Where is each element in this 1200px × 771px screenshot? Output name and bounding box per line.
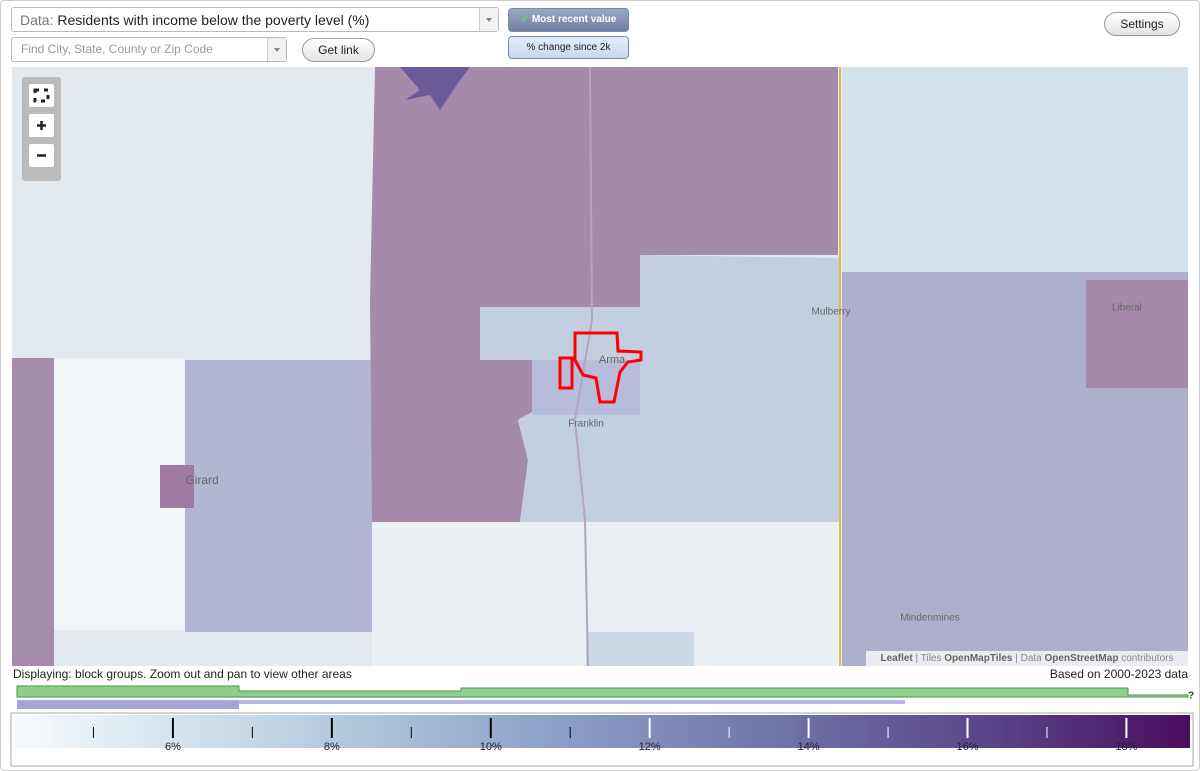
tick-label: 8% xyxy=(324,741,340,753)
tick-label: 10% xyxy=(480,741,502,753)
place-label: Franklin xyxy=(568,419,604,430)
most-recent-toggle[interactable]: ✔ Most recent value xyxy=(508,8,629,32)
timeline-help[interactable]: ? xyxy=(1188,691,1194,702)
most-recent-label: Most recent value xyxy=(531,14,617,25)
dropdown-arrow[interactable] xyxy=(479,8,498,31)
change-toggle[interactable]: % change since 2k xyxy=(508,36,629,59)
status-based-on: Based on 2000-2023 data xyxy=(1049,667,1188,681)
region xyxy=(480,255,840,522)
region xyxy=(160,465,194,508)
data-label: Data: xyxy=(20,12,54,28)
timeline: ? xyxy=(16,685,1194,709)
region xyxy=(185,360,372,632)
map[interactable]: Girard Arma Franklin Mulberry Liberal Mi… xyxy=(12,67,1188,666)
road xyxy=(573,67,594,666)
timeline-bar xyxy=(239,700,905,704)
attribution-text: Tiles xyxy=(920,653,942,664)
legend: 6% 8% 10% 12% 14% 16% 18% xyxy=(10,712,1194,767)
attribution-text: | xyxy=(1015,653,1018,664)
tick-label: 14% xyxy=(798,741,820,753)
attribution-text: contributors xyxy=(1121,653,1174,664)
dropdown-arrow[interactable] xyxy=(267,38,286,61)
attribution-text: | xyxy=(915,653,919,664)
get-link-button[interactable]: Get link xyxy=(302,38,375,62)
region xyxy=(586,632,694,666)
fullscreen-icon xyxy=(33,88,50,103)
search-placeholder: Find City, State, County or Zip Code xyxy=(21,42,213,56)
search-box[interactable]: Find City, State, County or Zip Code xyxy=(11,37,287,62)
place-label: Mulberry xyxy=(812,307,851,318)
place-label: Arma xyxy=(599,354,626,366)
timeline-bar xyxy=(17,700,239,709)
attribution-link[interactable]: OpenMapTiles xyxy=(944,653,1013,664)
color-scale xyxy=(14,715,1190,748)
water xyxy=(400,67,470,110)
region xyxy=(1086,280,1188,388)
data-value: Residents with income below the poverty … xyxy=(57,12,370,28)
tick-label: 16% xyxy=(956,741,978,753)
fullscreen-button[interactable] xyxy=(29,84,54,107)
selected-area[interactable] xyxy=(558,356,574,390)
tick-label: 12% xyxy=(639,741,661,753)
region xyxy=(12,358,54,666)
place-label: Mindenmines xyxy=(900,613,959,624)
tick-label: 6% xyxy=(165,741,181,753)
attribution-link[interactable]: Leaflet xyxy=(880,653,913,664)
timeline-bar xyxy=(16,685,1189,698)
place-label: Liberal xyxy=(1112,303,1142,314)
tick-label: 18% xyxy=(1115,741,1137,753)
attribution: Leaflet | Tiles OpenMapTiles | Data Open… xyxy=(866,651,1188,666)
settings-button[interactable]: Settings xyxy=(1104,12,1180,36)
place-label: Girard xyxy=(185,473,218,487)
region xyxy=(370,67,838,522)
region xyxy=(842,67,1188,272)
zoom-in-icon xyxy=(37,121,46,130)
attribution-link[interactable]: OpenStreetMap xyxy=(1044,653,1119,664)
data-select[interactable]: Data: Residents with income below the po… xyxy=(11,7,499,32)
selected-area[interactable] xyxy=(573,331,643,404)
status-displaying: Displaying: block groups. Zoom out and p… xyxy=(13,667,352,681)
attribution-text: Data xyxy=(1020,653,1042,664)
